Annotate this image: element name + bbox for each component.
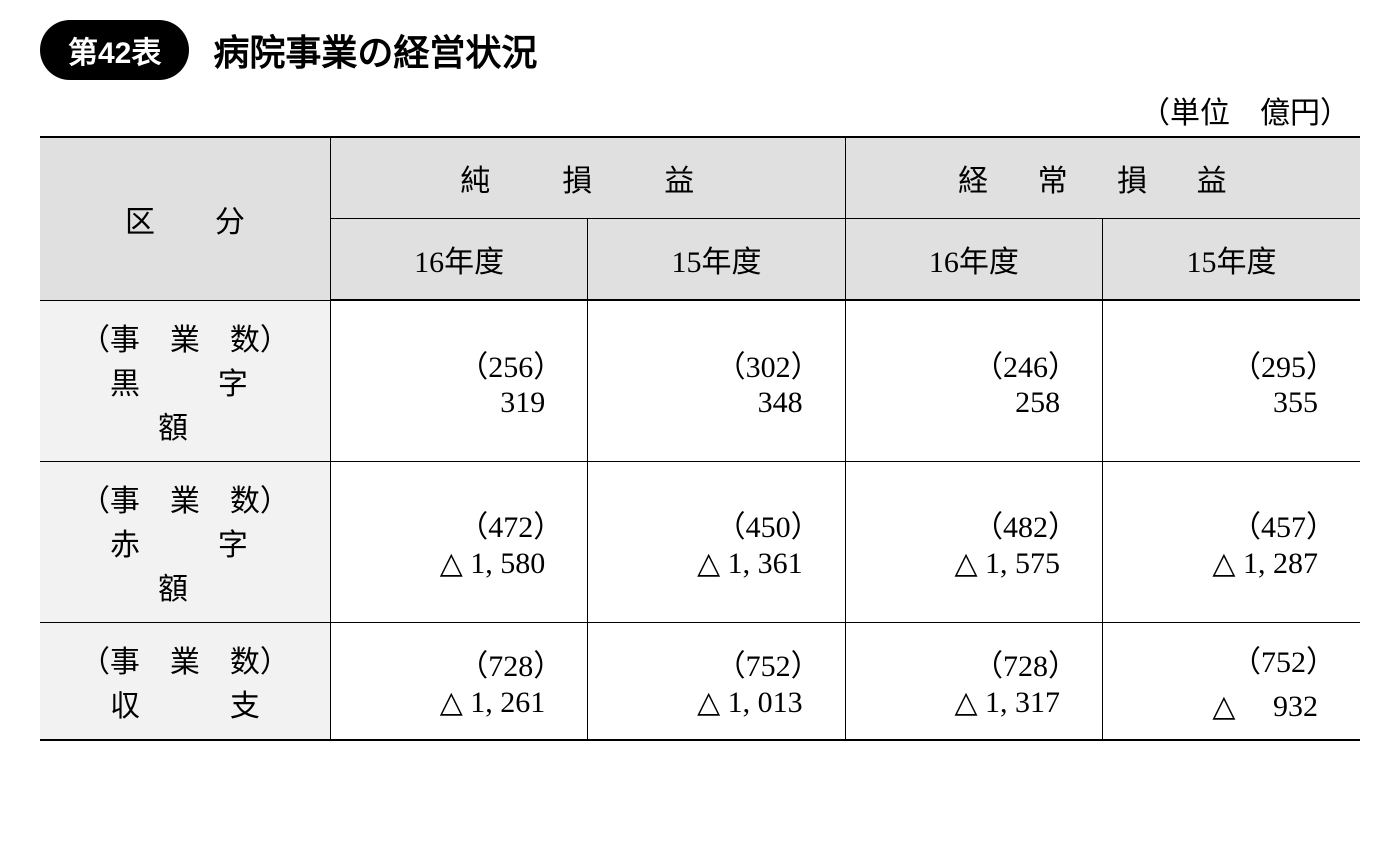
cell: （752） △ 932: [1103, 622, 1360, 740]
row-label-deficit: （事 業 数） 赤 字 額: [40, 461, 330, 622]
row-sub: （事 業 数）: [60, 315, 310, 359]
col-y16-a: 16年度: [330, 219, 587, 301]
financial-table: 区分 純 損 益 経 常 損 益 16年度 15年度 16年度 15年度 （事 …: [40, 136, 1360, 741]
cell-value: △ 932: [1127, 681, 1336, 725]
cell: （256） 319: [330, 300, 587, 461]
table-row: （事 業 数） 黒 字 額 （256） 319 （302） 348 （246） …: [40, 300, 1360, 461]
cell: （450） △ 1, 361: [588, 461, 845, 622]
unit-label: （単位 億円）: [40, 88, 1360, 132]
cell-value: △ 1, 580: [355, 546, 563, 581]
cell-value: △ 1, 287: [1127, 546, 1336, 581]
col-net-profit-loss: 純 損 益: [330, 137, 845, 219]
cell-value: △ 1, 261: [355, 685, 563, 720]
cell: （482） △ 1, 575: [845, 461, 1102, 622]
row-label-surplus: （事 業 数） 黒 字 額: [40, 300, 330, 461]
cell-count: （472）: [355, 502, 563, 546]
cell-count: （256）: [355, 342, 563, 386]
table-title: 病院事業の経営状況: [213, 24, 537, 76]
cell-count: （752）: [612, 641, 820, 685]
cell-count: （457）: [1127, 502, 1336, 546]
cell-value: △ 1, 575: [870, 546, 1078, 581]
row-label-balance: （事 業 数） 収 支: [40, 622, 330, 740]
row-sub: （事 業 数）: [60, 476, 310, 520]
cell-value: △ 1, 361: [612, 546, 820, 581]
cell-value: 355: [1127, 386, 1336, 420]
cell-value: 319: [355, 386, 563, 420]
cell-value: 258: [870, 386, 1078, 420]
cell-count: （482）: [870, 502, 1078, 546]
row-main: 赤 字 額: [60, 520, 310, 608]
col-ordinary-profit-loss: 経 常 損 益: [845, 137, 1360, 219]
col-y16-b: 16年度: [845, 219, 1102, 301]
cell: （752） △ 1, 013: [588, 622, 845, 740]
cell-count: （295）: [1127, 342, 1336, 386]
col-kubun: 区分: [40, 137, 330, 300]
cell: （457） △ 1, 287: [1103, 461, 1360, 622]
cell-value: 348: [612, 386, 820, 420]
col-y15-b: 15年度: [1103, 219, 1360, 301]
table-row: （事 業 数） 収 支 （728） △ 1, 261 （752） △ 1, 01…: [40, 622, 1360, 740]
cell-value: △ 1, 013: [612, 685, 820, 720]
cell: （295） 355: [1103, 300, 1360, 461]
row-main: 黒 字 額: [60, 359, 310, 447]
cell-count: （450）: [612, 502, 820, 546]
cell-count: （246）: [870, 342, 1078, 386]
cell: （728） △ 1, 317: [845, 622, 1102, 740]
cell-count: （302）: [612, 342, 820, 386]
row-main: 収 支: [60, 681, 310, 725]
cell-count: （752）: [1127, 637, 1336, 681]
cell: （472） △ 1, 580: [330, 461, 587, 622]
cell-count: （728）: [355, 641, 563, 685]
row-sub: （事 業 数）: [60, 637, 310, 681]
cell: （302） 348: [588, 300, 845, 461]
cell: （246） 258: [845, 300, 1102, 461]
table-number-badge: 第42表: [40, 20, 189, 80]
cell-value: △ 1, 317: [870, 685, 1078, 720]
title-row: 第42表 病院事業の経営状況: [40, 20, 1360, 80]
cell-count: （728）: [870, 641, 1078, 685]
col-y15-a: 15年度: [588, 219, 845, 301]
cell: （728） △ 1, 261: [330, 622, 587, 740]
table-row: （事 業 数） 赤 字 額 （472） △ 1, 580 （450） △ 1, …: [40, 461, 1360, 622]
